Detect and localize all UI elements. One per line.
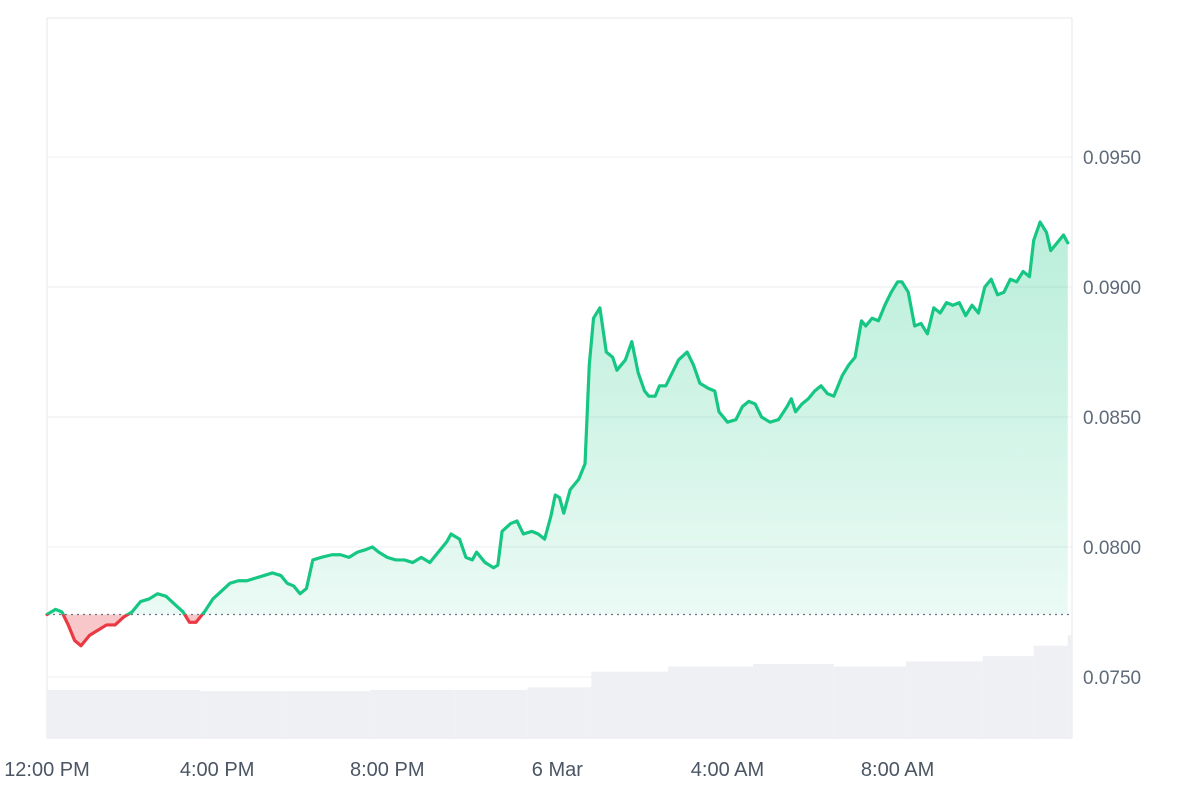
x-tick-label: 4:00 AM	[691, 759, 764, 781]
volume-bar	[833, 666, 907, 738]
volume-bar	[527, 687, 592, 738]
x-tick-label: 8:00 AM	[861, 759, 934, 781]
volume-bar	[1033, 645, 1068, 738]
price-line-up	[45, 220, 1070, 615]
y-tick-label: 0.0850	[1083, 408, 1141, 429]
x-tick-label: 6 Mar	[532, 759, 583, 781]
volume-bar	[591, 671, 668, 738]
volume-bar	[200, 691, 286, 738]
volume-bar	[285, 691, 371, 738]
x-tick-label: 12:00 PM	[4, 759, 90, 781]
volume-bar	[667, 666, 754, 738]
y-tick-label: 0.0950	[1083, 148, 1141, 169]
price-line	[45, 220, 1070, 648]
volume-bar	[370, 689, 456, 738]
price-area	[47, 222, 1068, 646]
x-tick-label: 4:00 PM	[180, 759, 254, 781]
y-axis: 0.0950 0.0900 0.0850 0.0800 0.0750	[1083, 148, 1141, 689]
x-tick-label: 8:00 PM	[350, 759, 424, 781]
volume-bar	[132, 689, 201, 738]
volume-bar	[47, 689, 133, 738]
y-tick-label: 0.0750	[1083, 668, 1141, 689]
up-area	[47, 222, 1068, 615]
volume-bars	[47, 635, 1072, 738]
volume-bar	[906, 661, 983, 738]
volume-bar	[753, 663, 834, 738]
x-axis: 12:00 PM 4:00 PM 8:00 PM 6 Mar 4:00 AM 8:00 A…	[4, 759, 934, 781]
volume-bar	[455, 689, 528, 738]
y-tick-label: 0.0800	[1083, 538, 1141, 559]
volume-bar	[1067, 635, 1072, 738]
y-tick-label: 0.0900	[1083, 278, 1141, 299]
down-area	[63, 614, 203, 646]
volume-bar	[982, 656, 1034, 738]
